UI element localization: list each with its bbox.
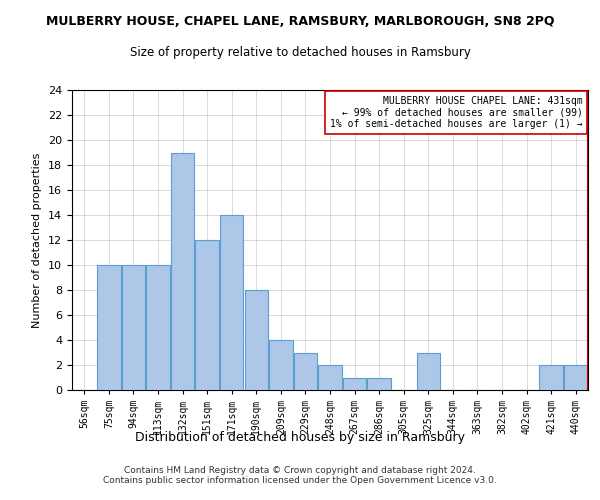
Bar bbox=[171, 152, 194, 390]
Bar bbox=[196, 240, 219, 390]
Bar bbox=[319, 365, 341, 390]
Bar bbox=[97, 265, 121, 390]
Text: Distribution of detached houses by size in Ramsbury: Distribution of detached houses by size … bbox=[135, 431, 465, 444]
Bar bbox=[146, 265, 170, 390]
Text: Contains HM Land Registry data © Crown copyright and database right 2024.
Contai: Contains HM Land Registry data © Crown c… bbox=[103, 466, 497, 485]
Bar bbox=[343, 378, 366, 390]
Bar bbox=[122, 265, 145, 390]
Text: Size of property relative to detached houses in Ramsbury: Size of property relative to detached ho… bbox=[130, 46, 470, 59]
Bar bbox=[564, 365, 587, 390]
Bar bbox=[269, 340, 293, 390]
Bar bbox=[416, 352, 440, 390]
Text: MULBERRY HOUSE CHAPEL LANE: 431sqm
← 99% of detached houses are smaller (99)
1% : MULBERRY HOUSE CHAPEL LANE: 431sqm ← 99%… bbox=[330, 96, 583, 129]
Bar bbox=[539, 365, 563, 390]
Bar bbox=[367, 378, 391, 390]
Bar bbox=[245, 290, 268, 390]
Bar bbox=[294, 352, 317, 390]
Bar bbox=[220, 215, 244, 390]
Y-axis label: Number of detached properties: Number of detached properties bbox=[32, 152, 43, 328]
Text: MULBERRY HOUSE, CHAPEL LANE, RAMSBURY, MARLBOROUGH, SN8 2PQ: MULBERRY HOUSE, CHAPEL LANE, RAMSBURY, M… bbox=[46, 15, 554, 28]
